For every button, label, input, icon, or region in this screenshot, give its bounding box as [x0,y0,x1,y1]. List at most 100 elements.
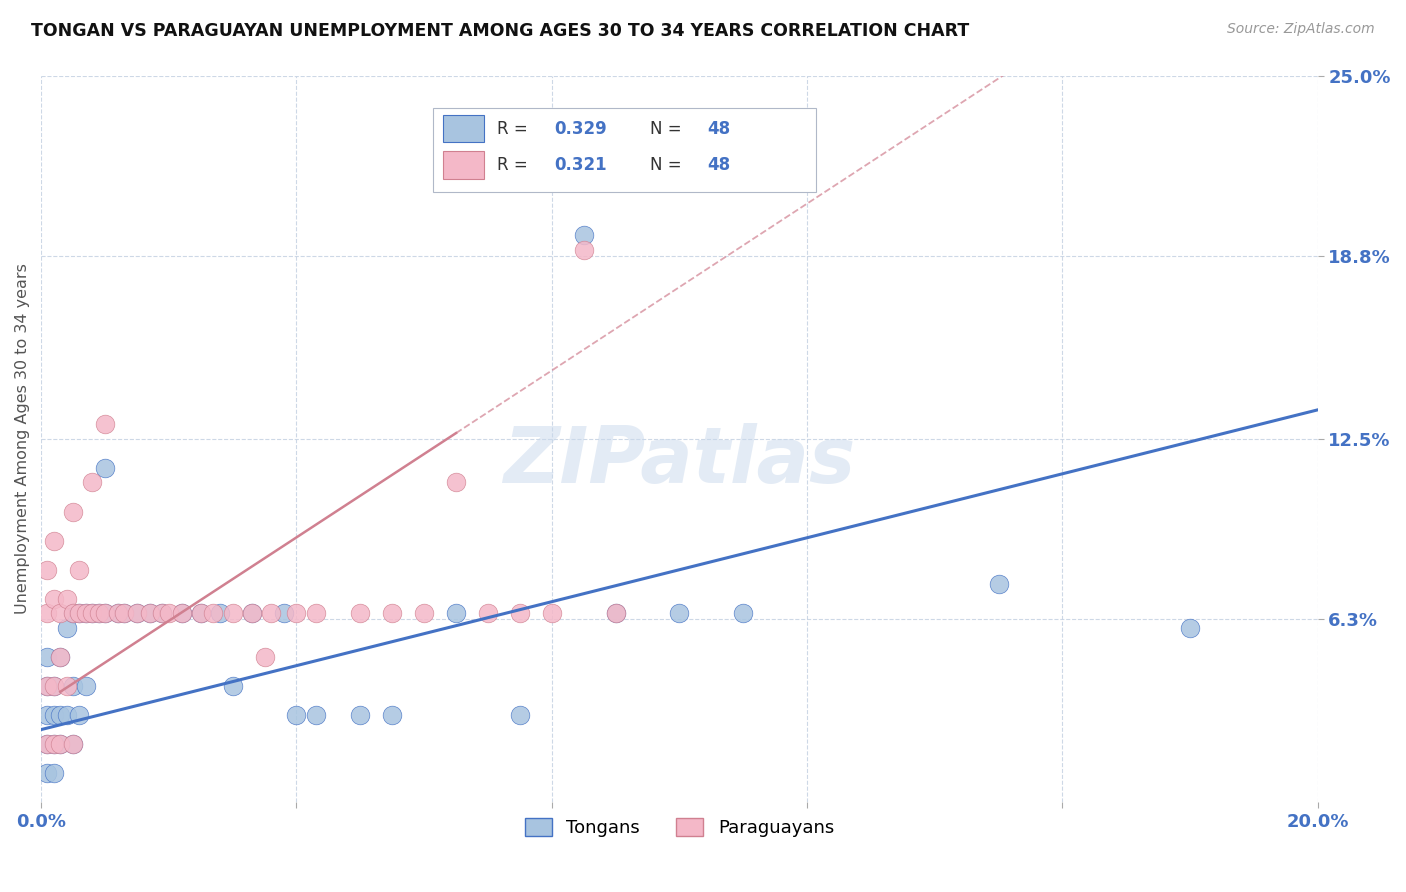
Point [444,475,467,490]
Point [94,461,117,475]
Point [42,708,65,723]
Point [152,607,174,621]
Point [349,607,371,621]
Point [49,737,72,751]
Point [208,607,231,621]
Point [55,621,77,635]
Point [82,607,104,621]
Point [62,607,84,621]
Point [170,607,193,621]
FancyBboxPatch shape [443,115,484,143]
Point [157,607,180,621]
Point [253,649,276,664]
Point [152,607,174,621]
Point [49,708,72,723]
Point [75,607,97,621]
Point [509,708,531,723]
Point [49,649,72,664]
Point [304,708,326,723]
Point [285,708,308,723]
Point [37,607,59,621]
Point [605,607,627,621]
Point [668,607,690,621]
Point [42,766,65,780]
Point [202,607,225,621]
Point [55,679,77,693]
Point [49,607,72,621]
Point [190,607,212,621]
Point [413,607,436,621]
Point [42,737,65,751]
Point [273,607,295,621]
Point [733,607,755,621]
Text: Source: ZipAtlas.com: Source: ZipAtlas.com [1227,22,1375,37]
FancyBboxPatch shape [443,151,484,178]
Point [37,649,59,664]
Point [49,649,72,664]
Point [42,591,65,606]
Point [62,679,84,693]
Point [42,737,65,751]
Text: N =: N = [650,120,688,137]
Point [240,607,263,621]
Point [125,607,148,621]
Point [221,607,243,621]
Point [37,708,59,723]
Text: 48: 48 [707,120,731,137]
Point [62,607,84,621]
Point [381,607,404,621]
Point [240,607,263,621]
Point [37,766,59,780]
Point [509,607,531,621]
Text: 0.329: 0.329 [554,120,607,137]
Text: N =: N = [650,156,688,174]
Point [37,737,59,751]
FancyBboxPatch shape [433,108,815,192]
Point [55,591,77,606]
Point [349,708,371,723]
Point [37,679,59,693]
Text: R =: R = [496,120,538,137]
Text: 0.321: 0.321 [554,156,607,174]
Point [75,679,97,693]
Point [381,708,404,723]
Point [1178,621,1201,635]
Point [304,607,326,621]
Point [49,737,72,751]
Point [67,607,90,621]
Y-axis label: Unemployment Among Ages 30 to 34 years: Unemployment Among Ages 30 to 34 years [15,263,30,615]
Point [62,505,84,519]
Point [55,708,77,723]
Point [285,607,308,621]
Point [42,533,65,548]
Text: R =: R = [496,156,538,174]
Point [107,607,129,621]
Point [477,607,499,621]
Point [138,607,160,621]
Point [94,607,117,621]
Point [62,737,84,751]
Point [87,607,110,621]
Point [107,607,129,621]
Point [82,607,104,621]
Legend: Tongans, Paraguayans: Tongans, Paraguayans [517,810,841,844]
Text: ZIPatlas: ZIPatlas [503,423,856,499]
Point [82,475,104,490]
Point [540,607,562,621]
Point [125,607,148,621]
Point [94,417,117,432]
Text: 48: 48 [707,156,731,174]
Point [37,679,59,693]
Point [572,243,595,257]
Point [444,607,467,621]
Point [67,708,90,723]
Point [221,679,243,693]
Point [67,563,90,577]
Text: TONGAN VS PARAGUAYAN UNEMPLOYMENT AMONG AGES 30 TO 34 YEARS CORRELATION CHART: TONGAN VS PARAGUAYAN UNEMPLOYMENT AMONG … [31,22,969,40]
Point [605,607,627,621]
Point [170,607,193,621]
Point [572,228,595,243]
Point [112,607,135,621]
Point [260,607,283,621]
Point [112,607,135,621]
